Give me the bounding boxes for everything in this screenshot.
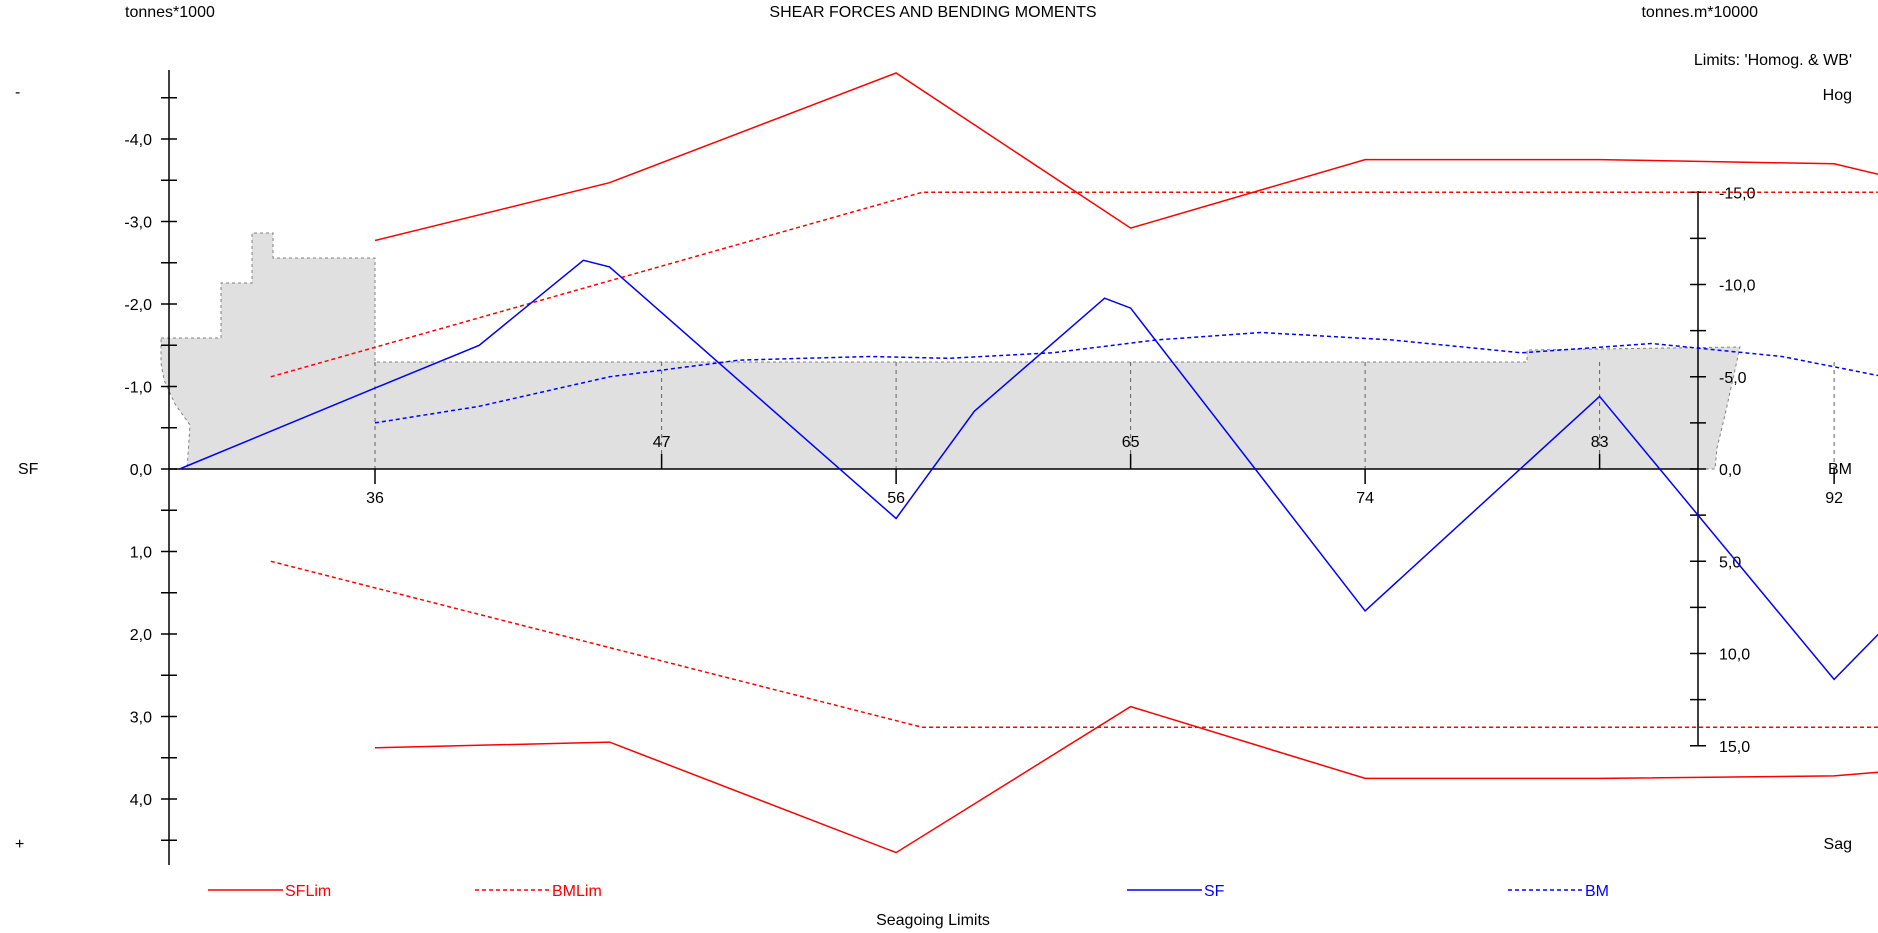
hull-silhouette (160, 232, 1741, 470)
series-sf-line (179, 259, 1878, 681)
legend-label-bmlim: BMLim (552, 883, 602, 900)
right-unit-label: tonnes.m*10000 (1641, 4, 1758, 21)
bm-axis-label: BM (1828, 461, 1852, 478)
legend-item-bm: BM (1508, 883, 1609, 900)
sf-tick-label: 2,0 (130, 627, 152, 644)
sf-tick-label: 1,0 (130, 545, 152, 562)
sf-tick-label: -2,0 (124, 297, 152, 314)
hog-label: Hog (1823, 87, 1852, 104)
legend-label-sflim: SFLim (285, 883, 331, 900)
legend: SFLim BMLim SF BM (208, 883, 1609, 900)
limits-note: Limits: 'Homog. & WB' (1694, 52, 1852, 69)
legend-label-sf: SF (1204, 883, 1225, 900)
axes: -4,0 -3,0 -2,0 -1,0 0,0 1,0 2,0 3,0 4,0 -15,0 -10,… (124, 70, 1756, 865)
plus-sign-label: + (15, 836, 24, 853)
x-tick-label: 65 (1122, 434, 1140, 451)
series-bm-line (374, 331, 1878, 424)
x-tick-label: 83 (1591, 434, 1609, 451)
legend-label-bm: BM (1585, 883, 1609, 900)
sf-tick-label: 4,0 (130, 792, 152, 809)
chart-title: SHEAR FORCES AND BENDING MOMENTS (769, 4, 1096, 21)
sf-tick-label: -4,0 (124, 132, 152, 149)
bm-tick-label: -15,0 (1719, 185, 1756, 202)
legend-item-sflim: SFLim (208, 883, 331, 900)
bm-tick-label: 10,0 (1719, 647, 1750, 664)
x-tick-label: 74 (1356, 490, 1374, 507)
sag-label: Sag (1824, 836, 1852, 853)
bm-tick-label: 5,0 (1719, 554, 1741, 571)
series-sflim-line (374, 72, 1878, 242)
sf-tick-label: -3,0 (124, 215, 152, 232)
data-series (179, 72, 1878, 854)
sf-tick-label: 0,0 (130, 462, 152, 479)
series-sflim-line (374, 705, 1878, 854)
legend-item-bmlim: BMLim (475, 883, 602, 900)
x-tick-label: 92 (1825, 490, 1843, 507)
legend-item-sf: SF (1127, 883, 1225, 900)
bm-tick-label: 15,0 (1719, 739, 1750, 756)
x-tick-label: 56 (887, 490, 905, 507)
bm-tick-label: -5,0 (1719, 370, 1747, 387)
sf-tick-label: 3,0 (130, 710, 152, 727)
bm-tick-label: -10,0 (1719, 278, 1756, 295)
left-unit-label: tonnes*1000 (125, 4, 215, 21)
x-tick-label: 36 (366, 490, 384, 507)
bm-tick-label: 0,0 (1719, 462, 1741, 479)
sf-axis-label: SF (18, 461, 39, 478)
x-tick-label: 47 (653, 434, 671, 451)
footer-label: Seagoing Limits (876, 912, 990, 929)
minus-sign-label: - (15, 84, 20, 101)
hull-outline (160, 232, 1741, 470)
sf-tick-label: -1,0 (124, 380, 152, 397)
frame-gridlines: 36475665748392101110119127 (366, 362, 1843, 507)
series-bmlim-line (270, 560, 1878, 729)
